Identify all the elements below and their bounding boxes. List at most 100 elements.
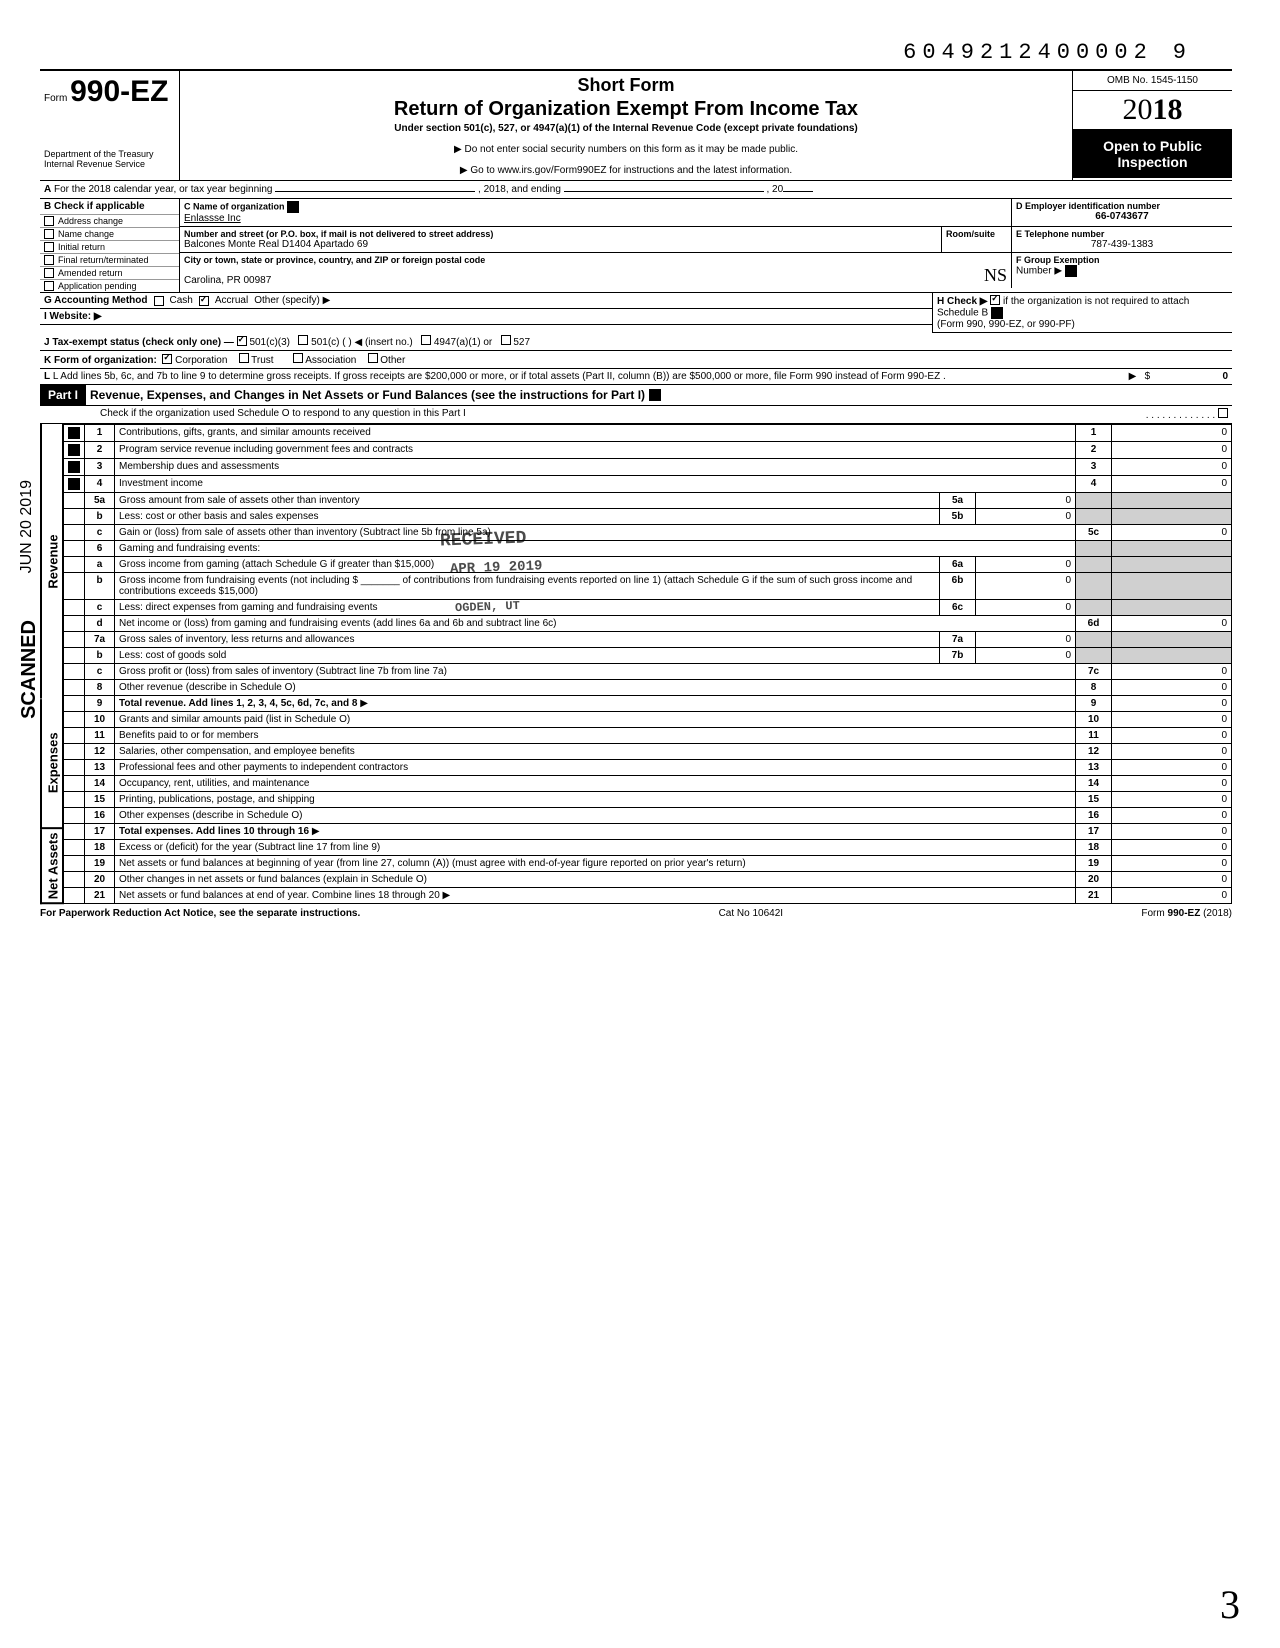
line-k-org-form: K Form of organization: Corporation Trus… [40, 351, 1232, 369]
line-amount: 0 [1112, 872, 1232, 888]
line-row: 16Other expenses (describe in Schedule O… [64, 808, 1232, 824]
sub-line-number: 5b [940, 509, 976, 525]
line-amount: 0 [1112, 696, 1232, 712]
line-amount: 0 [1112, 525, 1232, 541]
chk-name-change[interactable]: Name change [40, 227, 179, 240]
chk-amended[interactable]: Amended return [40, 266, 179, 279]
help-icon [68, 478, 80, 490]
line-amount: 0 [1112, 776, 1232, 792]
chk-trust[interactable] [239, 353, 249, 363]
line-row: bLess: cost or other basis and sales exp… [64, 509, 1232, 525]
line-amount: 0 [1112, 476, 1232, 493]
received-date-stamp: APR 19 2019 [450, 558, 543, 577]
sub-line-amount: 0 [976, 648, 1076, 664]
line-amount: 0 [1112, 712, 1232, 728]
line-description: Printing, publications, postage, and shi… [115, 792, 1076, 808]
line-g-accounting: G Accounting Method Cash Accrual Other (… [40, 293, 932, 309]
open-to-public: Open to Public Inspection [1073, 130, 1232, 178]
line-box-number: 13 [1076, 760, 1112, 776]
sub-line-number: 6a [940, 557, 976, 573]
line-description: Total expenses. Add lines 10 through 16 … [115, 824, 1076, 840]
sub-line-number: 6b [940, 573, 976, 600]
chk-501c[interactable] [298, 335, 308, 345]
line-number: 4 [85, 476, 115, 493]
sub-line-amount: 0 [976, 509, 1076, 525]
line-amount: 0 [1112, 616, 1232, 632]
chk-corporation[interactable] [162, 354, 172, 364]
return-title: Return of Organization Exempt From Incom… [188, 98, 1064, 121]
line-box-number: 4 [1076, 476, 1112, 493]
line-box-number: 5c [1076, 525, 1112, 541]
chk-other-org[interactable] [368, 353, 378, 363]
line-description: Gaming and fundraising events: [115, 541, 1076, 557]
chk-application-pending[interactable]: Application pending [40, 279, 179, 292]
header-mid: Short Form Return of Organization Exempt… [180, 71, 1072, 180]
line-description: Excess or (deficit) for the year (Subtra… [115, 840, 1076, 856]
line-row: dNet income or (loss) from gaming and fu… [64, 616, 1232, 632]
tracking-number: 60492124000029 [40, 40, 1232, 65]
sub-line-amount: 0 [976, 573, 1076, 600]
section-revenue: Revenue [40, 424, 64, 699]
line-description: Benefits paid to or for members [115, 728, 1076, 744]
line-amount: 0 [1112, 680, 1232, 696]
line-j-status: J Tax-exempt status (check only one) — 5… [40, 333, 1232, 351]
footer-right: Form 990-EZ (2018) [1141, 908, 1232, 919]
chk-527[interactable] [501, 335, 511, 345]
line-row: 14Occupancy, rent, utilities, and mainte… [64, 776, 1232, 792]
ogden-stamp: OGDEN, UT [455, 599, 520, 615]
line-number: 9 [85, 696, 115, 712]
tax-year: 2018 [1073, 91, 1232, 130]
line-row: cGross profit or (loss) from sales of in… [64, 664, 1232, 680]
line-row: 2Program service revenue including gover… [64, 442, 1232, 459]
line-row: 8Other revenue (describe in Schedule O)8… [64, 680, 1232, 696]
line-number: 5a [85, 493, 115, 509]
line-number: 13 [85, 760, 115, 776]
line-number: b [85, 648, 115, 664]
chk-cash[interactable] [154, 296, 164, 306]
line-a-tax-year: A For the 2018 calendar year, or tax yea… [40, 181, 1232, 199]
header-right: OMB No. 1545-1150 2018 Open to Public In… [1072, 71, 1232, 180]
part1-schedule-o-check: Check if the organization used Schedule … [40, 406, 1232, 424]
part1-body: Revenue Expenses Net Assets 1Contributio… [40, 424, 1232, 904]
initials: NS [984, 265, 1007, 286]
chk-initial-return[interactable]: Initial return [40, 240, 179, 253]
line-box-number: 6d [1076, 616, 1112, 632]
street-value: Balcones Monte Real D1404 Apartado 69 [184, 239, 937, 250]
help-icon [991, 307, 1003, 319]
line-number: a [85, 557, 115, 573]
section-expenses: Expenses [40, 699, 64, 829]
line-row: 3Membership dues and assessments30 [64, 459, 1232, 476]
row-street-phone: Number and street (or P.O. box, if mail … [180, 227, 1232, 253]
sub-line-number: 7b [940, 648, 976, 664]
b-header: B Check if applicable [40, 199, 179, 214]
sub-line-amount: 0 [976, 600, 1076, 616]
line-row: 18Excess or (deficit) for the year (Subt… [64, 840, 1232, 856]
chk-4947[interactable] [421, 335, 431, 345]
line-number: c [85, 600, 115, 616]
short-form-label: Short Form [188, 75, 1064, 96]
chk-accrual[interactable] [199, 296, 209, 306]
line-amount: 0 [1112, 840, 1232, 856]
line-amount: 0 [1112, 425, 1232, 442]
line-box-number: 18 [1076, 840, 1112, 856]
line-number: d [85, 616, 115, 632]
line-box-number: 7c [1076, 664, 1112, 680]
line-description: Less: cost of goods sold [115, 648, 940, 664]
chk-no-sched-b[interactable] [990, 295, 1000, 305]
line-description: Gross profit or (loss) from sales of inv… [115, 664, 1076, 680]
line-description: Program service revenue including govern… [115, 442, 1076, 459]
line-number: 15 [85, 792, 115, 808]
line-number: 17 [85, 824, 115, 840]
chk-501c3[interactable] [237, 336, 247, 346]
line-h-schedule-b: H Check ▶ if the organization is not req… [932, 293, 1232, 333]
line-amount: 0 [1112, 808, 1232, 824]
help-icon [68, 444, 80, 456]
line-number: 11 [85, 728, 115, 744]
chk-address-change[interactable]: Address change [40, 214, 179, 227]
chk-association[interactable] [293, 353, 303, 363]
chk-schedule-o[interactable] [1218, 408, 1228, 418]
chk-final-return[interactable]: Final return/terminated [40, 253, 179, 266]
line-row: 7aGross sales of inventory, less returns… [64, 632, 1232, 648]
line-row: 10Grants and similar amounts paid (list … [64, 712, 1232, 728]
line-box-number: 17 [1076, 824, 1112, 840]
